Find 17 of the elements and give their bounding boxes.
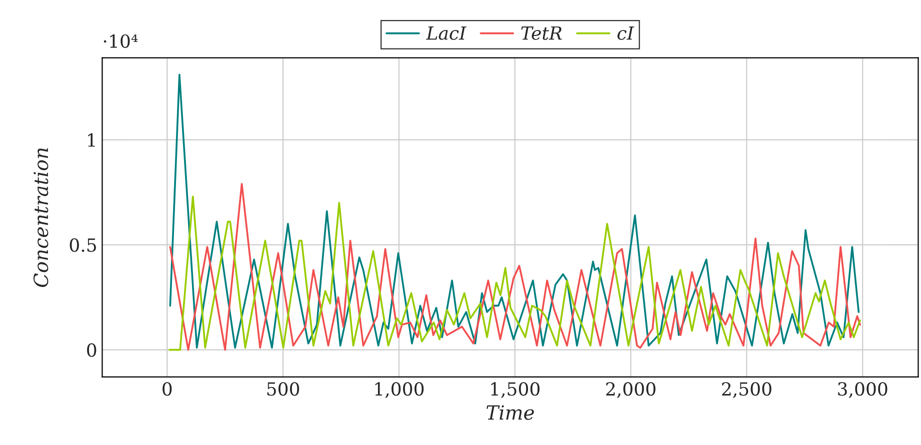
y-tick-label: 0: [87, 343, 96, 357]
text: ·10⁴: [104, 34, 138, 48]
x-axis-title: Time: [486, 405, 534, 420]
line-series: [169, 74, 860, 349]
x-tick-label: 2,000: [606, 382, 656, 398]
x-tick-label: 0: [162, 382, 172, 396]
x-tick-label: 3,000: [838, 382, 888, 398]
x-tick-label: 2,500: [722, 382, 772, 398]
x-tick-label: 500: [267, 382, 300, 396]
legend-label: TetR: [521, 26, 562, 40]
legend-label: LacI: [426, 26, 467, 40]
y-tick-label: 1: [88, 133, 95, 147]
x-tick-label: 1,500: [491, 382, 540, 398]
y-tick-label: 0.5: [70, 238, 96, 252]
legend-label: cI: [618, 26, 634, 40]
x-tick-label: 1,000: [375, 382, 424, 398]
y-axis-title: Concentration: [34, 148, 48, 287]
